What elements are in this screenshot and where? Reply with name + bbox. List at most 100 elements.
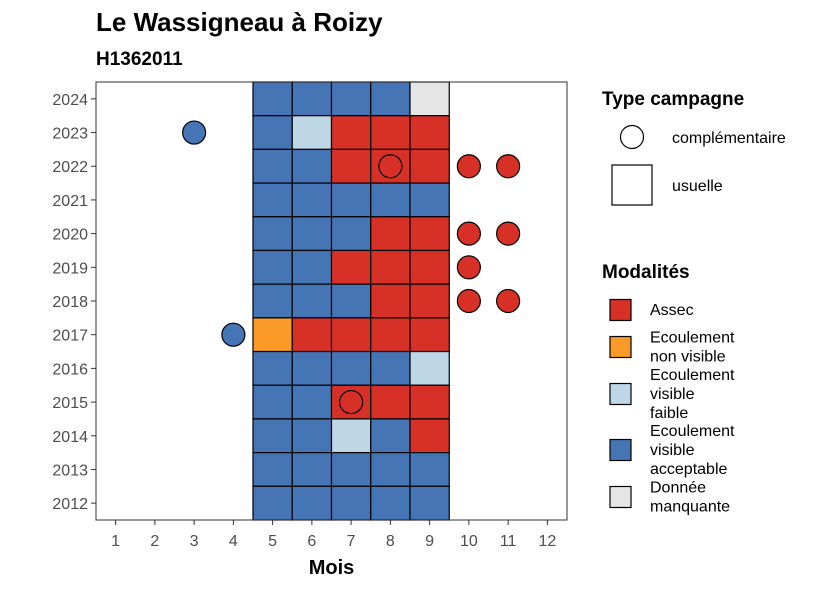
y-tick-label: 2018 <box>52 294 88 311</box>
heatmap-cell <box>330 148 372 184</box>
legend-title-modalites: Modalités <box>602 262 690 283</box>
heatmap-cell <box>409 350 450 386</box>
heatmap-cell <box>370 216 411 252</box>
x-tick-label: 4 <box>229 533 238 550</box>
heatmap-cell <box>409 216 450 252</box>
x-axis-label: Mois <box>309 557 355 579</box>
legend-label-va: Ecoulement <box>650 423 735 440</box>
heatmap-cell <box>370 418 411 454</box>
y-tick-label: 2023 <box>52 126 88 143</box>
complementary-point <box>378 154 403 179</box>
y-tick-label: 2024 <box>52 92 88 109</box>
heatmap-cell <box>370 283 411 319</box>
heatmap-cell <box>330 115 372 150</box>
y-axis: 2012 2013 2014 2015 2016 2017 2018 2019 2020 2021… <box>52 92 96 513</box>
heatmap-cell <box>370 249 411 285</box>
legend-type-campagne: Type campagne complémentaire usuelle <box>602 89 786 206</box>
heatmap-cell <box>409 148 450 184</box>
heatmap-cells <box>252 81 450 521</box>
heatmap-cell <box>252 485 293 521</box>
complementary-point <box>182 120 207 145</box>
heatmap-cell <box>370 182 411 218</box>
legend-symbol-complementaire <box>619 124 645 150</box>
legend-label-usuelle: usuelle <box>672 178 723 195</box>
heatmap-cell <box>330 485 372 521</box>
legend-label-dm: manquante <box>650 499 730 516</box>
heatmap-cell <box>370 317 411 353</box>
legend-swatch-a <box>609 298 632 322</box>
heatmap-cell <box>291 182 333 218</box>
heatmap-cell <box>409 115 450 150</box>
heatmap-cell <box>252 317 293 353</box>
heatmap-cell <box>370 350 411 386</box>
y-tick-label: 2015 <box>52 395 88 412</box>
chart-subtitle: H1362011 <box>96 49 183 70</box>
y-tick-label: 2019 <box>52 260 88 277</box>
heatmap-cell <box>409 485 450 521</box>
heatmap-cell <box>409 81 450 117</box>
heatmap-cell <box>370 452 411 487</box>
y-tick-label: 2014 <box>52 429 88 446</box>
complementary-point <box>496 221 521 246</box>
heatmap-cell <box>291 350 333 386</box>
legend-symbol-usuelle <box>611 164 653 206</box>
legend-swatch-dm <box>609 485 632 509</box>
heatmap-cell <box>409 452 450 487</box>
heatmap-cell <box>291 317 333 353</box>
heatmap-cell <box>330 452 372 487</box>
heatmap-cell <box>252 182 293 218</box>
x-tick-label: 1 <box>111 533 120 550</box>
legend-label-va: acceptable <box>650 461 727 478</box>
heatmap-cell <box>291 384 333 420</box>
x-tick-label: 10 <box>460 533 478 550</box>
x-tick-label: 2 <box>150 533 159 550</box>
complementary-points <box>182 120 521 415</box>
x-tick-label: 7 <box>347 533 356 550</box>
legend-label-va: visible <box>650 442 695 459</box>
complementary-point <box>456 288 481 314</box>
complementary-point <box>456 154 481 179</box>
heatmap-cell <box>291 452 333 487</box>
heatmap-cell <box>252 115 293 150</box>
y-tick-label: 2017 <box>52 328 88 345</box>
heatmap-cell <box>370 115 411 150</box>
legend-swatch-nv <box>609 335 632 359</box>
heatmap-cell <box>409 283 450 319</box>
heatmap-cell <box>409 317 450 353</box>
legend-swatch-va <box>609 438 632 462</box>
complementary-point <box>496 154 521 179</box>
heatmap-cell <box>291 418 333 454</box>
x-tick-label: 5 <box>268 533 277 550</box>
heatmap-cell <box>370 384 411 420</box>
heatmap-cell <box>252 350 293 386</box>
heatmap-cell <box>330 350 372 386</box>
heatmap-cell <box>370 485 411 521</box>
heatmap-cell <box>330 317 372 353</box>
x-tick-label: 6 <box>307 533 316 550</box>
heatmap-cell <box>370 81 411 117</box>
complementary-point <box>339 389 364 415</box>
heatmap-cell <box>409 249 450 285</box>
legend-swatch-vf <box>609 382 632 406</box>
x-tick-label: 12 <box>538 533 556 550</box>
y-tick-label: 2022 <box>52 159 88 176</box>
heatmap-cell <box>252 452 293 487</box>
heatmap-cell <box>252 418 293 454</box>
legend-label-a: Assec <box>650 302 694 319</box>
y-tick-label: 2013 <box>52 462 88 479</box>
heatmap-cell <box>291 249 333 285</box>
chart-title: Le Wassigneau à Roizy <box>96 7 383 37</box>
x-axis: 1 2 3 4 5 6 7 8 9 10 11 12 <box>111 520 556 550</box>
heatmap-cell <box>409 384 450 420</box>
legend-label-complementaire: complémentaire <box>672 130 786 147</box>
legend-label-nv: non visible <box>650 349 726 366</box>
heatmap-cell <box>409 418 450 454</box>
x-tick-label: 9 <box>425 533 434 550</box>
complementary-point <box>221 322 246 347</box>
heatmap-cell <box>252 216 293 252</box>
legend-title-type-campagne: Type campagne <box>602 89 744 110</box>
legend-label-vf: faible <box>650 405 688 422</box>
heatmap-cell <box>291 283 333 319</box>
